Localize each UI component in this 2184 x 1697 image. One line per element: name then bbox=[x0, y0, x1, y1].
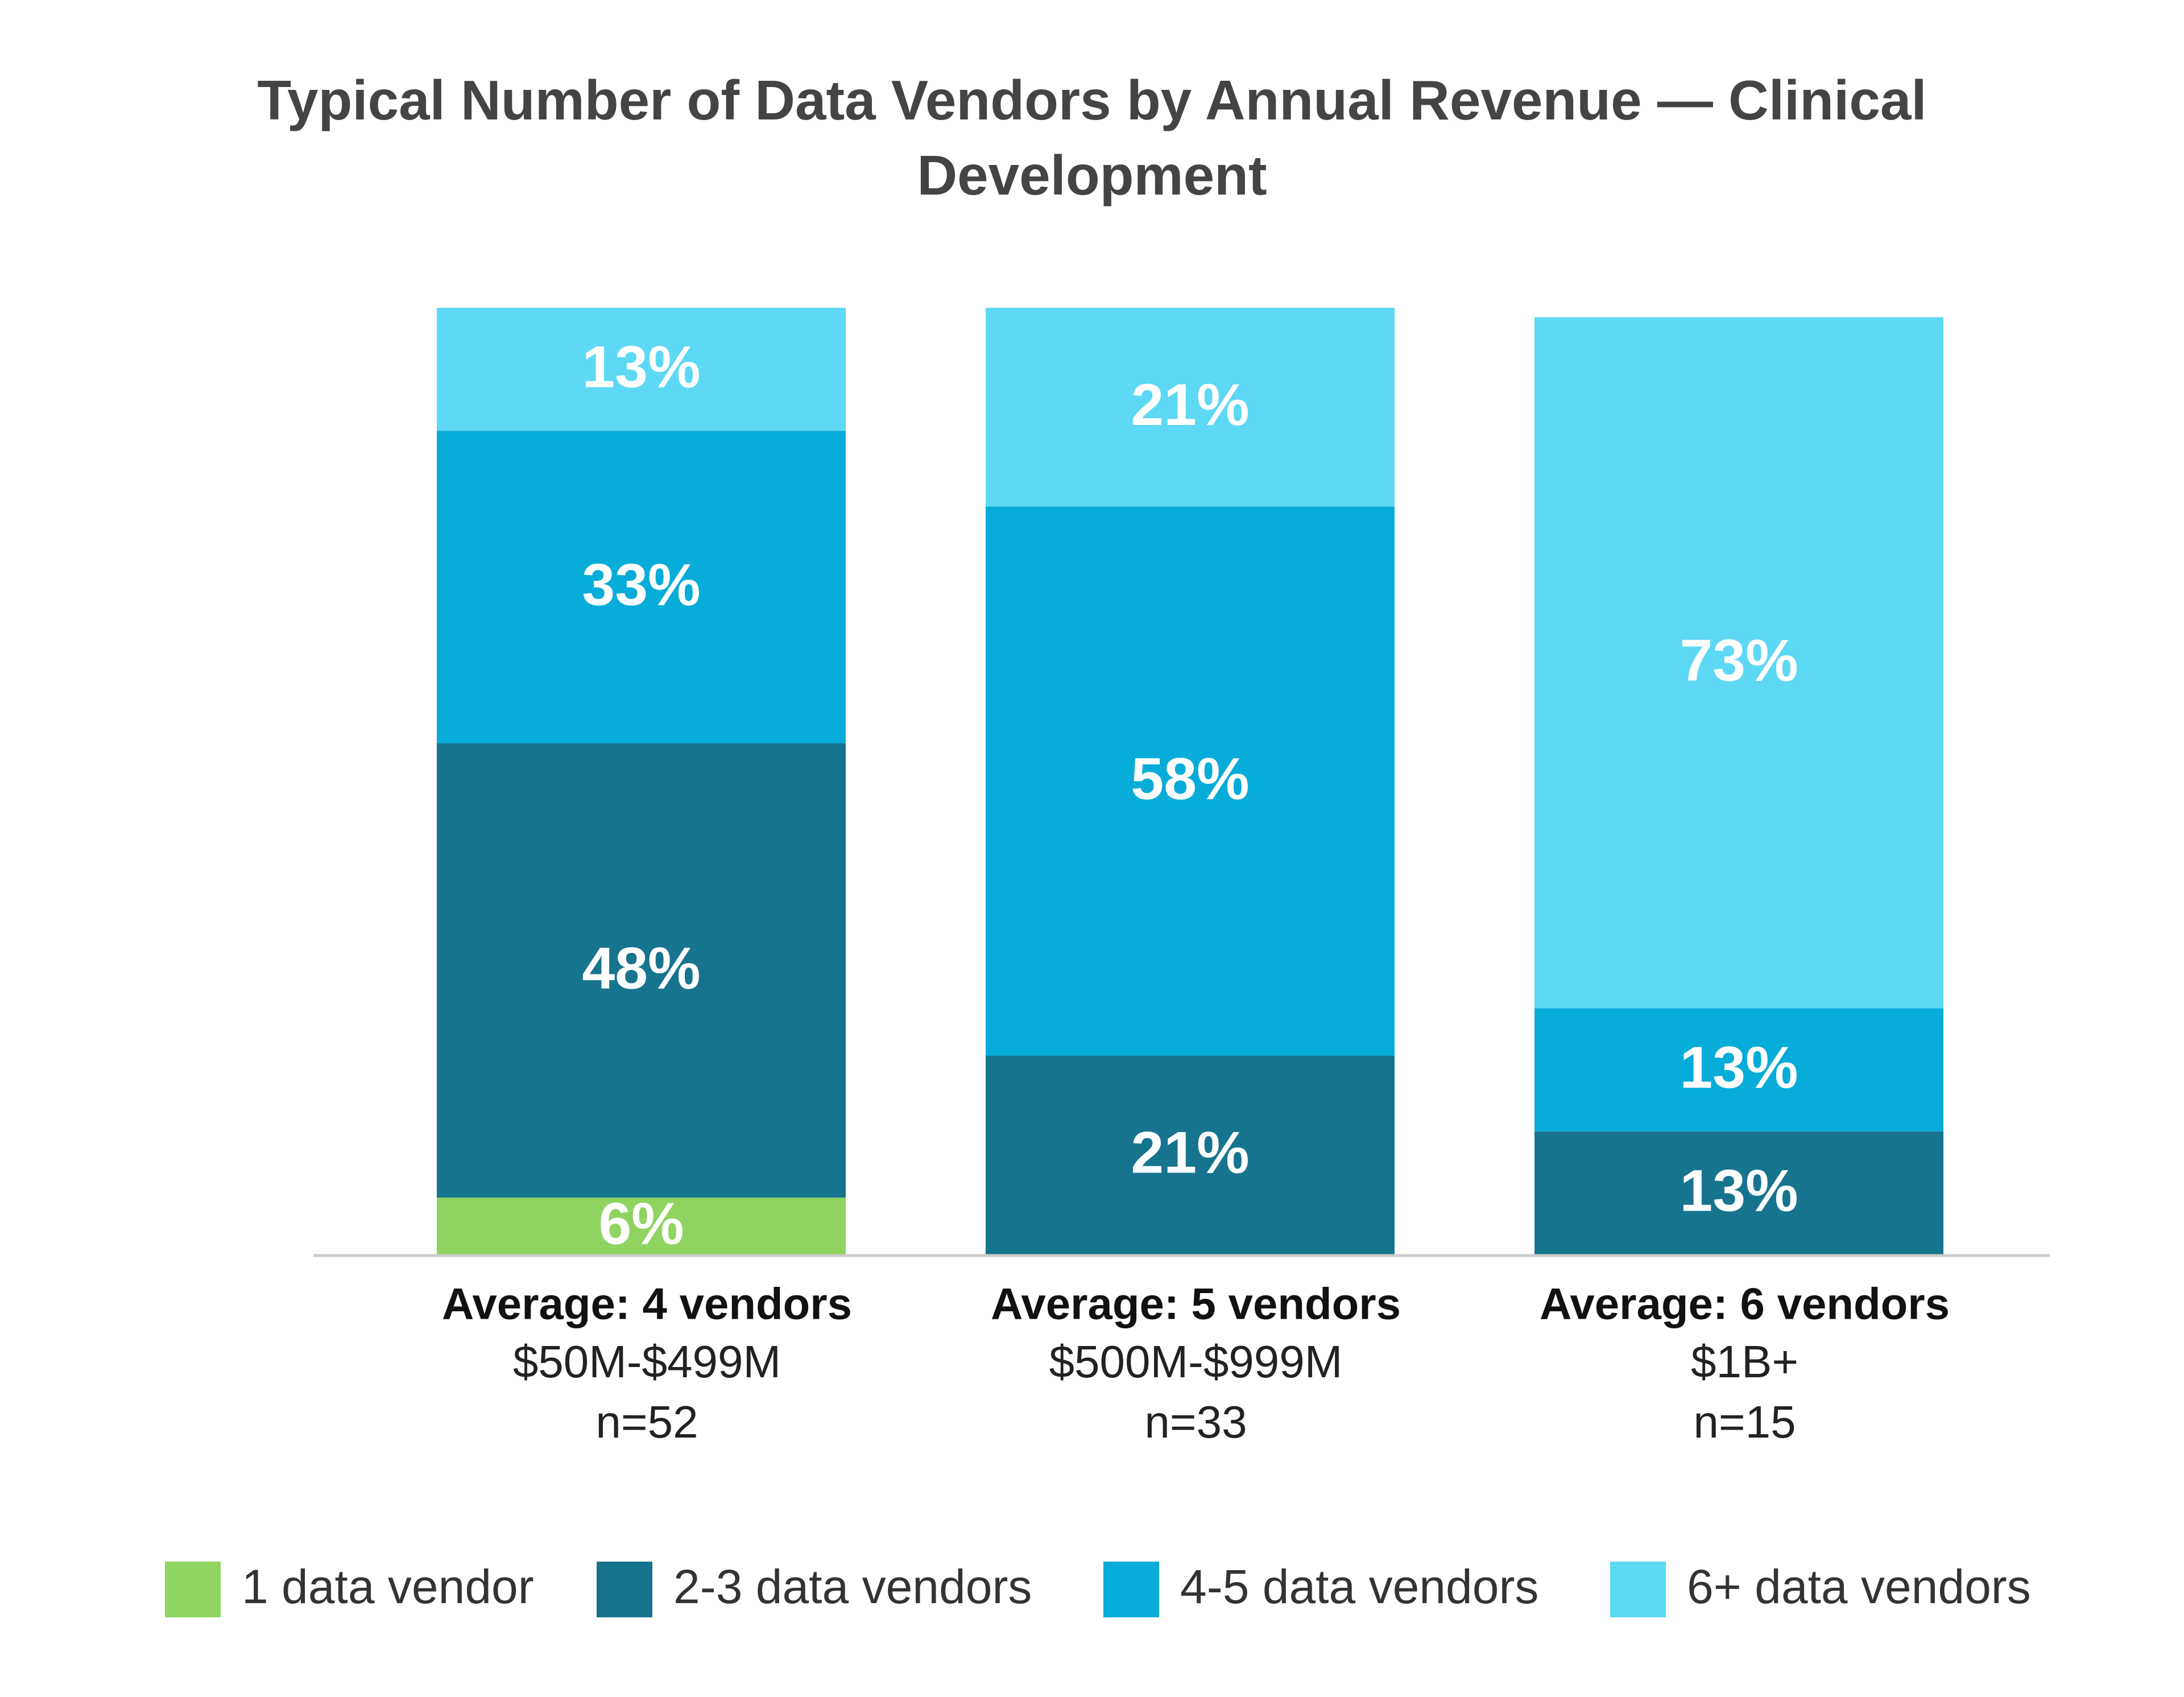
value-label: 58% bbox=[1131, 746, 1249, 812]
value-label: 21% bbox=[1131, 1120, 1249, 1186]
bar-segment bbox=[1534, 1131, 1943, 1254]
bar-segment bbox=[1534, 1008, 1943, 1132]
chart-title: Typical Number of Data Vendors by Annual… bbox=[257, 69, 1927, 207]
bar-segment bbox=[986, 506, 1395, 1056]
bar-segment bbox=[986, 308, 1395, 507]
bar-segment bbox=[437, 308, 846, 431]
value-label: 13% bbox=[1680, 1035, 1798, 1101]
sample-size: n=52 bbox=[595, 1397, 698, 1447]
value-label: 48% bbox=[582, 935, 700, 1001]
bar-segment bbox=[437, 743, 846, 1198]
bar-segment bbox=[437, 431, 846, 744]
legend-label: 6+ data vendors bbox=[1687, 1560, 2031, 1613]
value-label: 33% bbox=[582, 552, 700, 618]
category-average: Average: 4 vendors bbox=[442, 1279, 852, 1329]
value-label: 21% bbox=[1131, 372, 1249, 438]
legend-label: 4-5 data vendors bbox=[1180, 1560, 1538, 1613]
value-label: 13% bbox=[582, 335, 700, 400]
sample-size: n=15 bbox=[1693, 1397, 1796, 1447]
legend-swatch bbox=[1103, 1562, 1159, 1617]
x-tick-label: $500M-$999M bbox=[1049, 1336, 1343, 1387]
value-label: 6% bbox=[598, 1191, 684, 1257]
legend-label: 1 data vendor bbox=[242, 1560, 534, 1613]
category-average: Average: 5 vendors bbox=[991, 1279, 1401, 1329]
legend-label: 2-3 data vendors bbox=[673, 1560, 1032, 1613]
x-tick-label: $50M-$499M bbox=[513, 1336, 781, 1387]
x-tick-label: $1B+ bbox=[1691, 1336, 1798, 1387]
value-label: 73% bbox=[1680, 627, 1798, 693]
bar-segment bbox=[1534, 317, 1943, 1009]
legend-swatch bbox=[165, 1562, 221, 1617]
sample-size: n=33 bbox=[1144, 1397, 1247, 1447]
value-label: 13% bbox=[1680, 1158, 1798, 1224]
legend-swatch bbox=[597, 1562, 652, 1617]
bar-segment bbox=[437, 1198, 846, 1254]
legend-swatch bbox=[1610, 1562, 1666, 1617]
bar-segment bbox=[986, 1055, 1395, 1254]
category-average: Average: 6 vendors bbox=[1540, 1279, 1950, 1329]
